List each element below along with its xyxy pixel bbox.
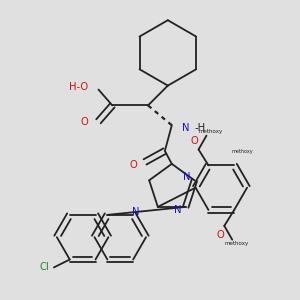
Text: methoxy: methoxy (198, 129, 223, 134)
Text: O: O (217, 230, 224, 240)
Text: Cl: Cl (39, 262, 49, 272)
Text: -H: -H (195, 123, 206, 133)
Text: N: N (132, 207, 140, 217)
Text: O: O (129, 160, 137, 170)
Text: methoxy: methoxy (224, 241, 248, 246)
Text: methoxy: methoxy (231, 149, 253, 154)
Text: O: O (81, 117, 88, 127)
Text: N: N (174, 205, 182, 215)
Text: N: N (182, 123, 189, 133)
Text: N: N (183, 172, 190, 182)
Text: H-O: H-O (69, 82, 88, 92)
Text: O: O (191, 136, 199, 146)
